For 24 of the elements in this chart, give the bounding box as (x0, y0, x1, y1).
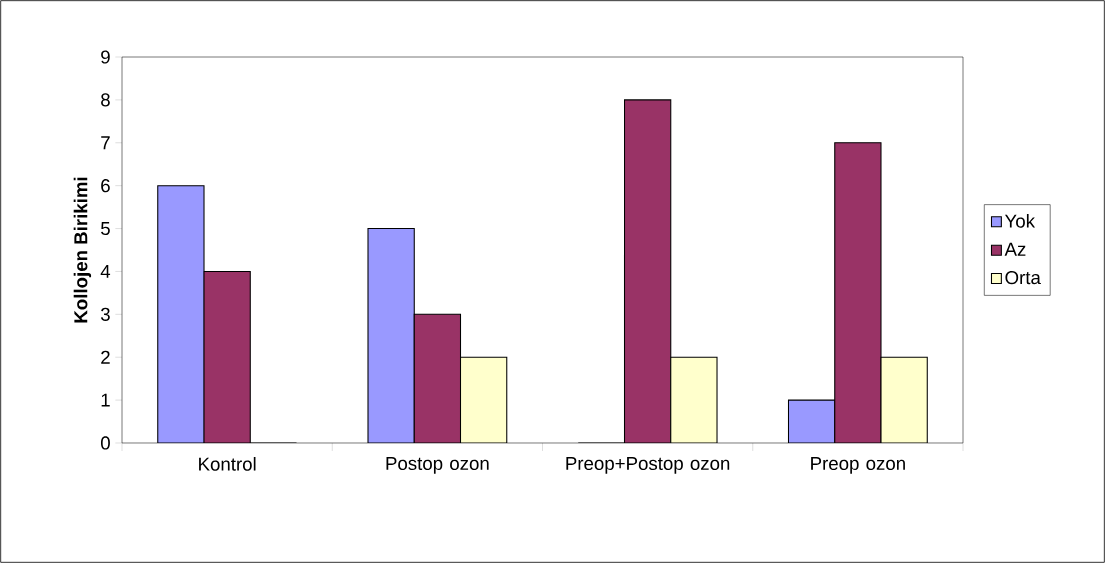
x-tick-label: Preop ozon (811, 457, 905, 474)
y-tick-label: 0 (100, 436, 110, 450)
bar (670, 356, 718, 443)
y-axis-title: Kollojen Birikimi (73, 177, 92, 323)
legend-label: Az (1004, 242, 1026, 256)
bar (787, 399, 836, 443)
x-tick-label: Postop ozon (386, 457, 489, 474)
x-tick-label: Kontrol (199, 457, 256, 471)
bar (367, 228, 415, 443)
y-tick-label: 4 (100, 265, 111, 278)
legend-label: Orta (1005, 270, 1041, 285)
legend-label: Yok (1004, 213, 1036, 228)
y-tick-label: 9 (101, 50, 110, 64)
y-tick-label: 8 (101, 93, 110, 107)
y-tick-label: 6 (101, 179, 110, 193)
x-tick-label: Preop+Postop ozon (566, 457, 730, 474)
bar (880, 356, 928, 443)
bar (459, 356, 508, 443)
y-tick-label: 1 (101, 393, 110, 407)
bar (157, 185, 205, 443)
y-tick-label: 5 (101, 222, 110, 236)
y-tick-label: 7 (101, 136, 110, 150)
y-tick-label: 3 (100, 307, 110, 321)
y-tick-label: 2 (101, 350, 110, 364)
